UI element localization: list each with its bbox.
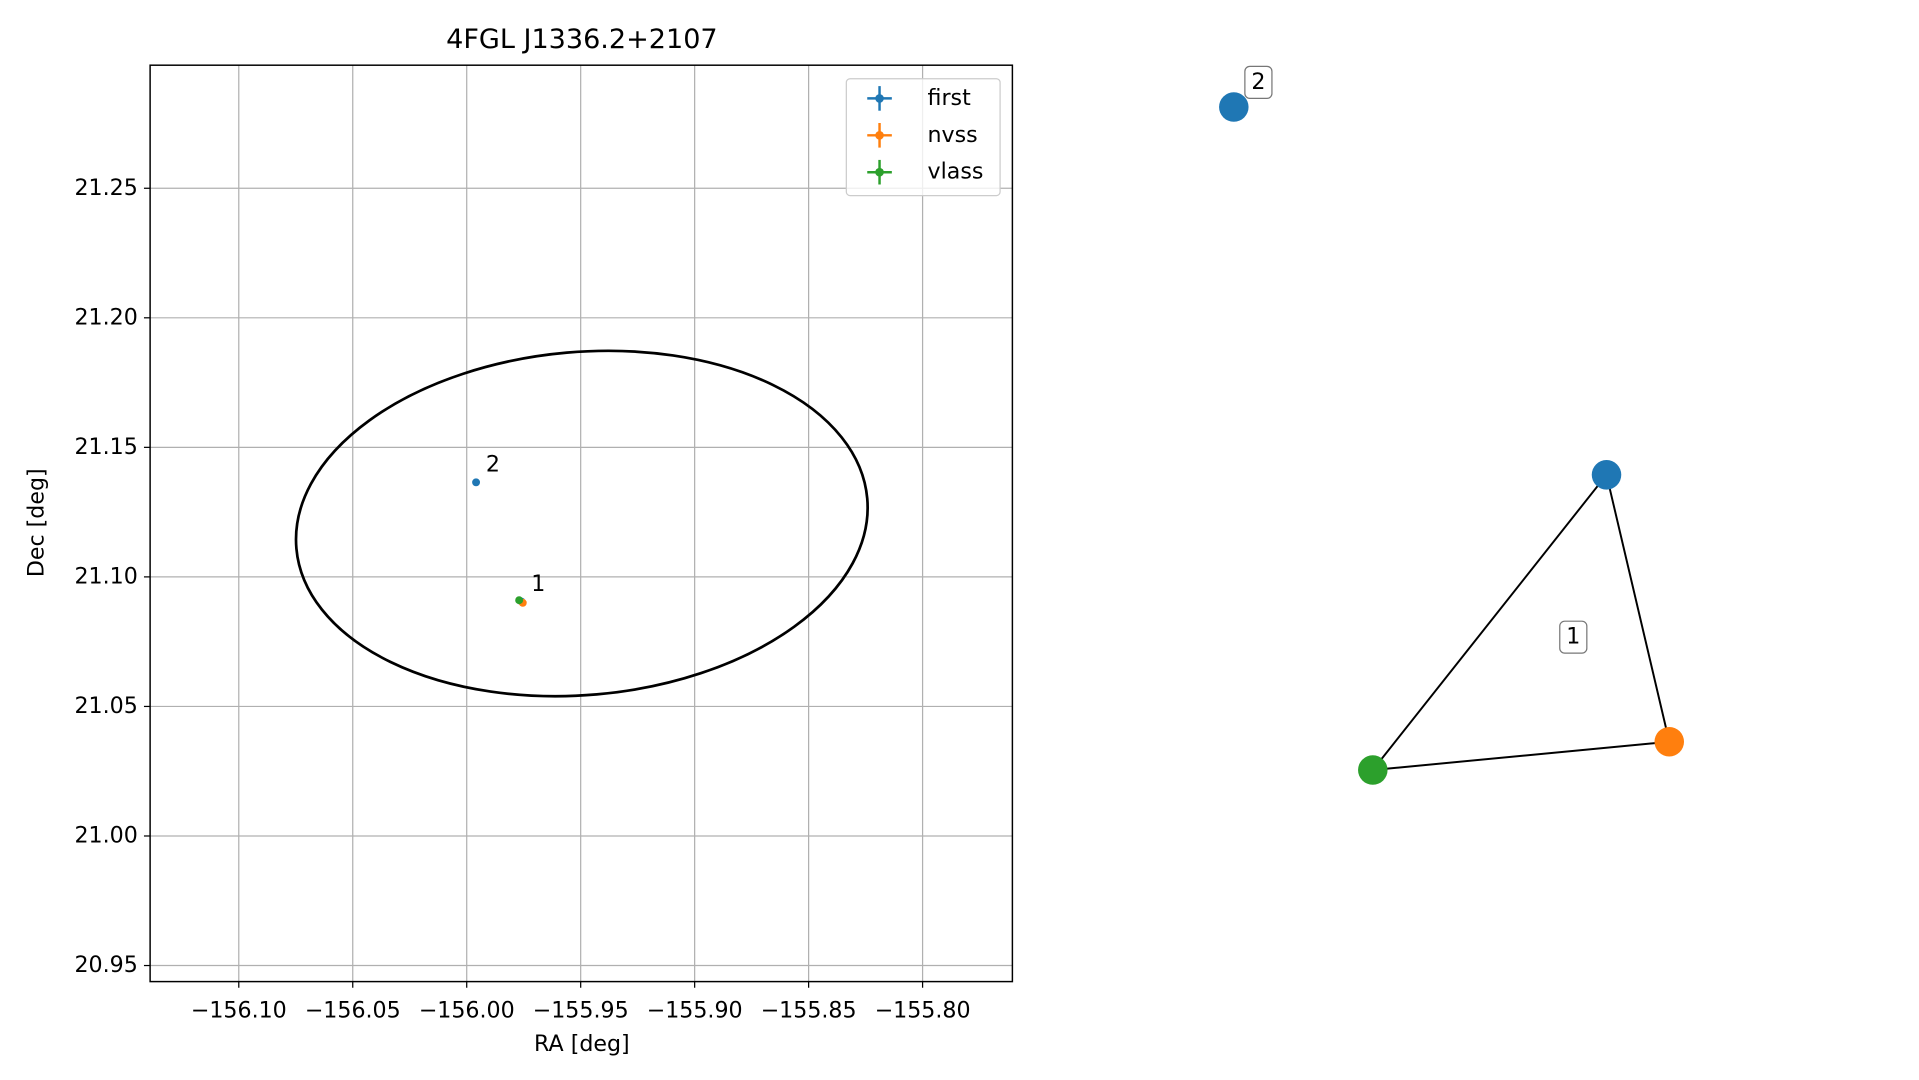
legend-marker-dot: [875, 131, 884, 140]
y-tick-label: 21.05: [74, 693, 137, 719]
chart-title: 4FGL J1336.2+2107: [446, 24, 717, 55]
data-point: [515, 596, 524, 605]
graph-node: [1654, 726, 1685, 757]
x-tick-label: −156.10: [191, 998, 287, 1024]
legend-marker-dot: [875, 94, 884, 103]
point-annotation: 2: [486, 452, 500, 478]
plot-frame: [149, 64, 1014, 983]
y-tick-label: 21.10: [74, 563, 137, 589]
legend-marker: [867, 123, 892, 148]
point-annotation: 1: [531, 571, 545, 597]
group-label-box: [1244, 65, 1273, 100]
graph-node: [1358, 755, 1388, 785]
legend-label: nvss: [928, 122, 978, 148]
legend-marker-dot: [875, 167, 884, 177]
y-tick-label: 21.15: [74, 434, 137, 460]
graph-edge: [1372, 740, 1670, 772]
x-tick-label: −155.80: [875, 998, 971, 1024]
data-point: [472, 478, 480, 487]
y-tick-label: 21.25: [74, 175, 137, 201]
group-label-box: [1559, 620, 1588, 654]
legend-marker: [867, 86, 892, 111]
graph-edge: [1605, 474, 1671, 742]
legend-label: first: [928, 85, 972, 111]
y-tick-label: 21.20: [74, 304, 137, 330]
graph-edge: [1372, 474, 1608, 771]
y-axis-label: Dec [deg]: [23, 468, 49, 577]
legend-marker: [867, 159, 892, 185]
error-ellipse: [294, 349, 869, 698]
x-tick-label: −155.95: [533, 998, 629, 1024]
x-tick-label: −156.00: [419, 998, 515, 1024]
group-label: 2: [1251, 69, 1265, 95]
y-tick-label: 20.95: [74, 952, 137, 978]
y-tick-label: 21.00: [74, 822, 137, 848]
x-tick-label: −155.85: [761, 998, 857, 1024]
graph-node: [1219, 92, 1249, 122]
group-label: 1: [1566, 624, 1580, 650]
graph-node: [1591, 460, 1622, 490]
legend-box: [845, 78, 1001, 197]
x-axis-label: RA [deg]: [534, 1031, 630, 1057]
legend-label: vlass: [928, 159, 984, 185]
x-tick-label: −155.90: [647, 998, 743, 1024]
x-tick-label: −156.05: [305, 998, 401, 1024]
